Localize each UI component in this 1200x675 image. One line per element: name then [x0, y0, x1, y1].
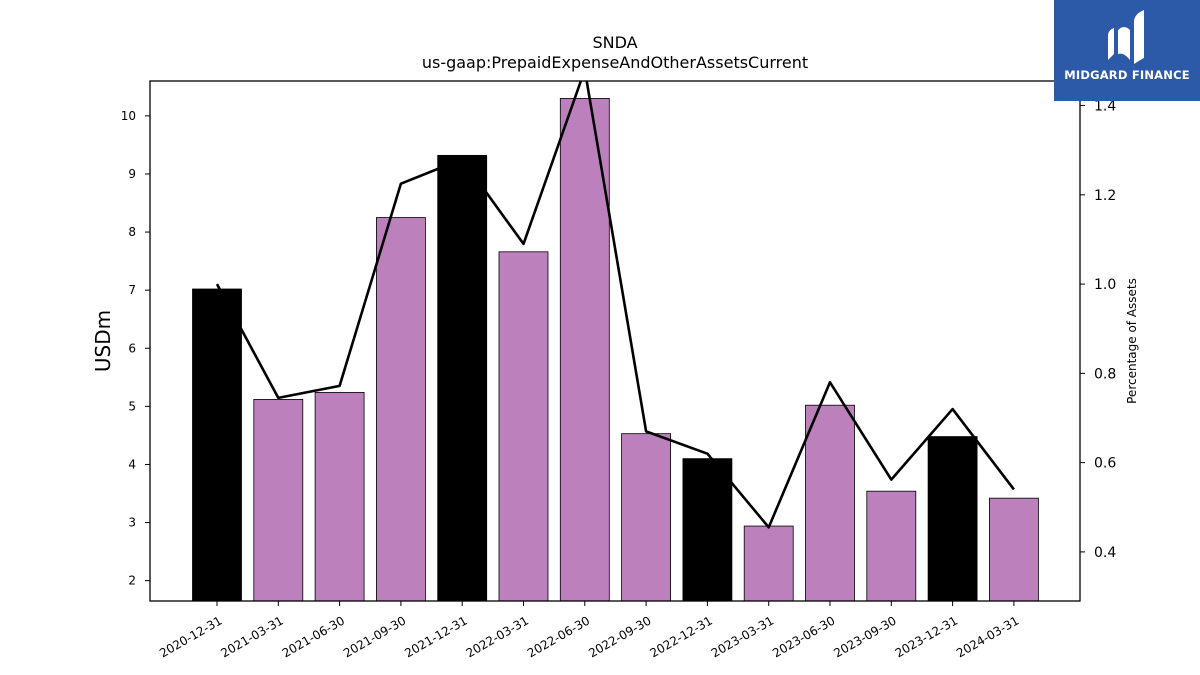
- bar-2022-03-31: [498, 251, 549, 602]
- bar-2021-09-30: [375, 217, 426, 602]
- right-axis-ticks: 0.4 0.6 0.8 1.0 1.2 1.4: [1080, 99, 1116, 561]
- y2-tick-label: 1.2: [1094, 188, 1116, 204]
- bar-2023-03-31: [743, 525, 794, 602]
- bar-2021-06-30: [314, 392, 365, 602]
- x-axis-ticks: 2020-12-312021-03-312021-06-302021-09-30…: [157, 601, 1021, 660]
- y2-tick-label: 1.4: [1094, 99, 1116, 115]
- y2-tick-label: 0.8: [1094, 366, 1116, 382]
- y-axis-label: USDm: [91, 310, 115, 372]
- bar-2022-12-31: [682, 458, 733, 602]
- x-tick-label: 2023-12-31: [893, 613, 960, 660]
- bar-2023-09-30: [866, 490, 917, 602]
- y-tick-label: 10: [121, 109, 136, 123]
- bar-2021-03-31: [253, 398, 304, 602]
- bar-2023-06-30: [805, 404, 855, 602]
- y-tick-label: 9: [128, 167, 136, 181]
- x-tick-label: 2023-06-30: [770, 613, 837, 660]
- x-tick-label: 2021-03-31: [218, 613, 285, 660]
- bar-2024-03-31: [989, 497, 1039, 602]
- y2-tick-label: 1.0: [1094, 277, 1116, 293]
- x-tick-label: 2022-06-30: [525, 613, 592, 660]
- left-axis-ticks: 2 3 4 5 6 7 8 9 10: [121, 109, 150, 588]
- bar-2020-12-31: [192, 288, 242, 602]
- logo-text: MIDGARD FINANCE: [1064, 68, 1190, 82]
- y-tick-label: 8: [128, 225, 136, 239]
- x-tick-label: 2021-12-31: [402, 613, 469, 660]
- x-tick-label: 2022-12-31: [647, 613, 714, 660]
- y2-tick-label: 0.4: [1094, 545, 1116, 561]
- logo-mark-icon: [1108, 10, 1144, 64]
- plot-frame: [149, 80, 1081, 602]
- x-tick-label: 2022-03-31: [464, 613, 531, 660]
- y-tick-label: 4: [128, 457, 136, 471]
- x-tick-label: 2022-09-30: [586, 613, 653, 660]
- bar-2022-06-30: [559, 98, 610, 602]
- percentage-line: [215, 81, 1015, 529]
- x-tick-label: 2021-09-30: [341, 613, 408, 660]
- y-tick-label: 6: [128, 341, 136, 355]
- bars-group: [192, 98, 1039, 602]
- y2-axis-label: Percentage of Assets: [1125, 278, 1139, 404]
- bar-2023-12-31: [927, 436, 978, 602]
- chart-title: SNDA: [592, 33, 637, 52]
- bar-2022-09-30: [621, 433, 671, 602]
- x-tick-label: 2023-03-31: [709, 613, 776, 660]
- chart-subtitle: us-gaap:PrepaidExpenseAndOtherAssetsCurr…: [422, 53, 808, 72]
- y-tick-label: 2: [128, 574, 136, 588]
- midgard-finance-logo: MIDGARD FINANCE: [1054, 0, 1200, 101]
- y2-tick-label: 0.6: [1094, 456, 1116, 472]
- y-tick-label: 7: [128, 283, 136, 297]
- line-group: [215, 81, 1015, 529]
- bar-2021-12-31: [437, 154, 488, 602]
- x-tick-label: 2020-12-31: [157, 613, 224, 660]
- y-tick-label: 5: [128, 399, 136, 413]
- y-tick-label: 3: [128, 516, 136, 530]
- x-tick-label: 2024-03-31: [954, 613, 1021, 660]
- x-tick-label: 2023-09-30: [831, 613, 898, 660]
- x-tick-label: 2021-06-30: [280, 613, 347, 660]
